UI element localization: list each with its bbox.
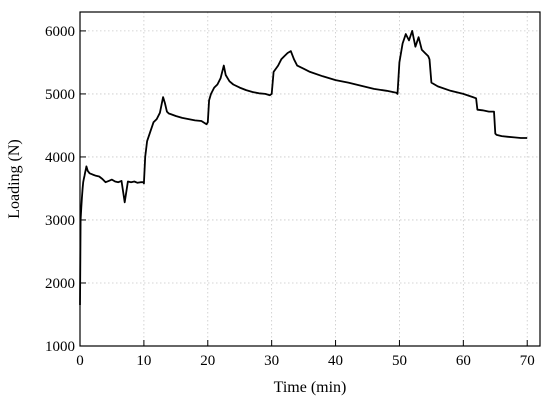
x-tick-label: 30 bbox=[264, 353, 279, 369]
series-line bbox=[79, 30, 528, 306]
x-ticks: 0 10 20 30 40 50 60 70 bbox=[76, 340, 535, 369]
grid-lines bbox=[79, 12, 540, 347]
y-axis-title: Loading (N) bbox=[6, 139, 23, 219]
x-tick-label: 50 bbox=[392, 353, 407, 369]
y-tick-label: 2000 bbox=[45, 276, 75, 292]
x-tick-label: 70 bbox=[520, 353, 535, 369]
x-tick-label: 20 bbox=[200, 353, 215, 369]
plot-frame bbox=[79, 11, 541, 347]
x-tick-label: 60 bbox=[456, 353, 471, 369]
x-axis-title: Time (min) bbox=[274, 379, 347, 396]
y-ticks: 1000 2000 3000 4000 5000 6000 bbox=[45, 24, 86, 355]
x-tick-label: 40 bbox=[328, 353, 343, 369]
y-tick-label: 3000 bbox=[45, 213, 75, 229]
y-tick-label: 4000 bbox=[45, 150, 75, 166]
x-tick-label: 0 bbox=[76, 353, 84, 369]
x-tick-label: 10 bbox=[136, 353, 151, 369]
y-tick-label: 6000 bbox=[45, 24, 75, 40]
y-tick-label: 1000 bbox=[45, 339, 75, 355]
y-tick-label: 5000 bbox=[45, 87, 75, 103]
